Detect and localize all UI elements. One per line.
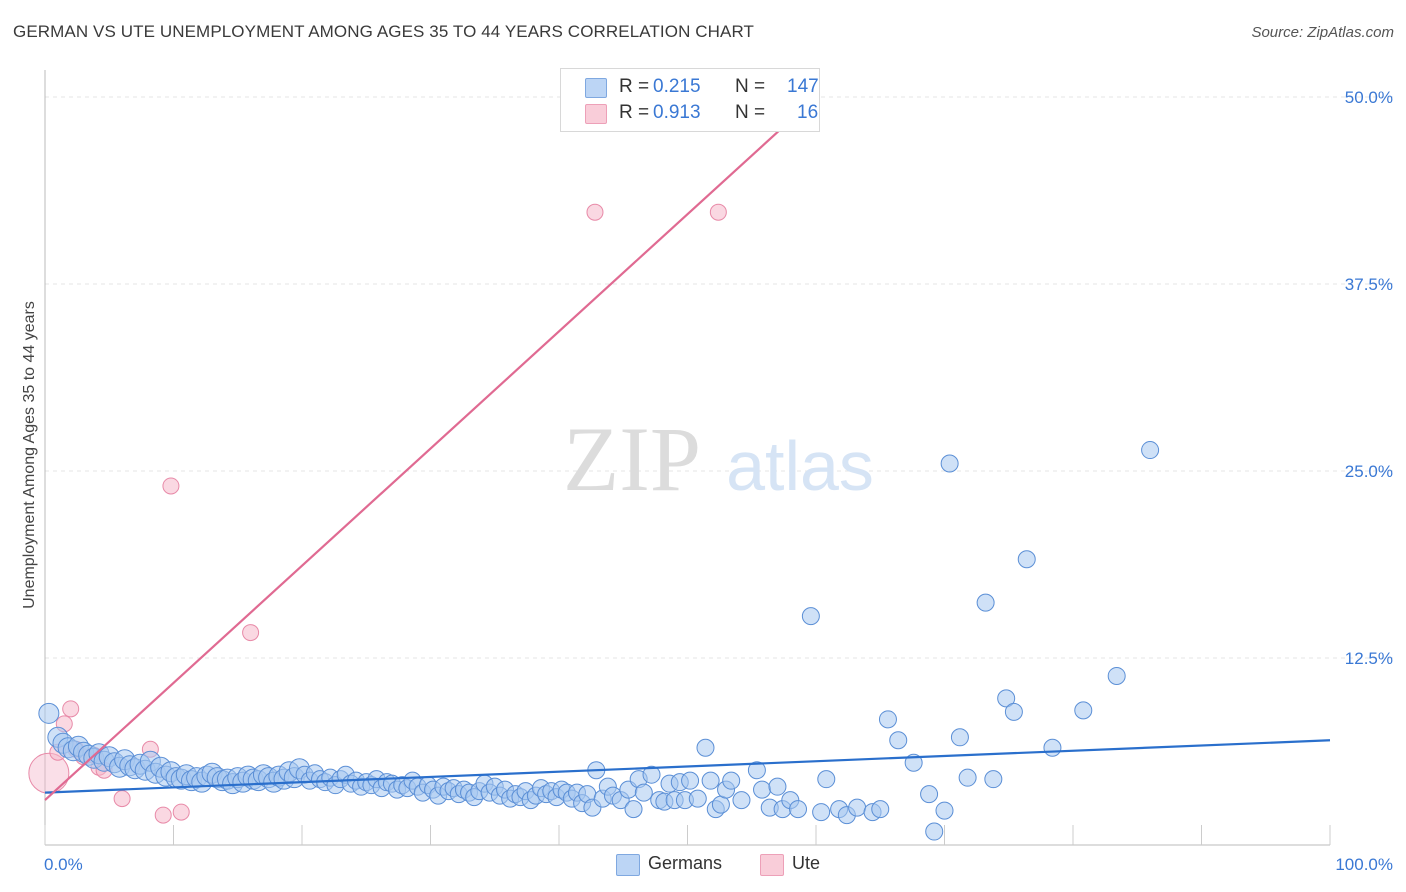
data-point-germans xyxy=(722,771,741,790)
chart-title: GERMAN VS UTE UNEMPLOYMENT AMONG AGES 35… xyxy=(13,22,755,41)
data-point-germans xyxy=(747,761,766,780)
data-point-ute xyxy=(154,806,172,824)
trend-line-germans xyxy=(44,739,1331,794)
bottom-legend-label-germans: Germans xyxy=(648,853,723,873)
data-point-ute xyxy=(62,700,80,718)
data-point-germans xyxy=(753,780,772,799)
correlation-legend: R = 0.215 N = 147 R = 0.913 N = 16 xyxy=(560,68,820,132)
data-point-germans xyxy=(812,803,831,822)
data-point-germans xyxy=(958,768,977,787)
data-point-germans xyxy=(940,454,959,473)
data-point-germans xyxy=(984,770,1003,789)
data-point-germans xyxy=(1004,702,1023,721)
y-tick-label: 37.5% xyxy=(1345,275,1393,294)
watermark-zip: ZIP xyxy=(563,408,701,510)
legend-n-value-ute: 16 xyxy=(797,102,819,123)
data-point-germans xyxy=(634,783,653,802)
data-point-ute xyxy=(162,477,180,495)
legend-r-value-germans: 0.215 xyxy=(653,76,701,97)
y-axis-label: Unemployment Among Ages 35 to 44 years xyxy=(21,301,38,609)
watermark: ZIP atlas xyxy=(563,408,874,510)
data-point-germans xyxy=(950,728,969,747)
legend-n-label: N = xyxy=(735,76,766,97)
series-germans-points xyxy=(38,441,1160,841)
data-point-germans xyxy=(681,771,700,790)
data-point-germans xyxy=(642,765,661,784)
data-point-germans xyxy=(711,795,730,814)
y-tick-label: 50.0% xyxy=(1345,88,1393,107)
data-point-germans xyxy=(38,702,60,724)
trend-lines xyxy=(44,96,1331,801)
data-point-germans xyxy=(997,689,1016,708)
data-point-ute xyxy=(586,203,604,221)
data-point-germans xyxy=(696,738,715,757)
data-point-ute xyxy=(709,203,727,221)
data-point-germans xyxy=(701,771,720,790)
x-tick-label: 0.0% xyxy=(44,855,83,874)
data-point-germans xyxy=(732,791,751,810)
data-point-germans xyxy=(878,710,897,729)
data-point-germans xyxy=(817,770,836,789)
bottom-legend-swatch-germans xyxy=(616,854,640,876)
data-point-germans xyxy=(1074,701,1093,720)
data-point-ute xyxy=(113,790,131,808)
bottom-legend-label-ute: Ute xyxy=(792,853,821,873)
data-point-germans xyxy=(1043,738,1062,757)
data-point-germans xyxy=(801,607,820,626)
data-point-germans xyxy=(871,800,890,819)
data-point-ute xyxy=(242,624,260,642)
data-point-germans xyxy=(1017,550,1036,569)
legend-swatch-ute xyxy=(585,104,607,124)
trend-line-ute xyxy=(44,96,817,801)
data-point-germans xyxy=(925,822,944,841)
data-point-germans xyxy=(1107,666,1126,685)
data-point-germans xyxy=(768,777,787,796)
grid-lines xyxy=(45,96,1394,659)
legend-r-label: R = xyxy=(619,102,650,123)
data-point-ute xyxy=(172,803,190,821)
data-point-germans xyxy=(688,789,707,808)
watermark-atlas: atlas xyxy=(726,427,874,505)
data-point-germans xyxy=(920,785,939,804)
y-tick-label: 25.0% xyxy=(1345,462,1393,481)
data-point-germans xyxy=(848,798,867,817)
data-point-germans xyxy=(789,800,808,819)
data-point-germans xyxy=(1141,441,1160,460)
data-point-germans xyxy=(976,593,995,612)
legend-swatch-germans xyxy=(585,78,607,98)
x-tick-label: 100.0% xyxy=(1335,855,1393,874)
data-point-germans xyxy=(935,801,954,820)
data-point-ute xyxy=(28,752,70,794)
tick-labels: 12.5% 25.0% 37.5% 50.0% 0.0% 100.0% xyxy=(44,88,1393,874)
series-ute-points xyxy=(28,203,727,824)
data-point-germans xyxy=(624,800,643,819)
y-tick-label: 12.5% xyxy=(1345,649,1393,668)
legend-n-label: N = xyxy=(735,102,766,123)
source-label: Source: ZipAtlas.com xyxy=(1251,24,1394,41)
data-point-germans xyxy=(889,731,908,750)
bottom-legend-swatch-ute xyxy=(760,854,784,876)
legend-n-value-germans: 147 xyxy=(787,76,819,97)
legend-r-label: R = xyxy=(619,76,650,97)
legend-r-value-ute: 0.913 xyxy=(653,102,701,123)
